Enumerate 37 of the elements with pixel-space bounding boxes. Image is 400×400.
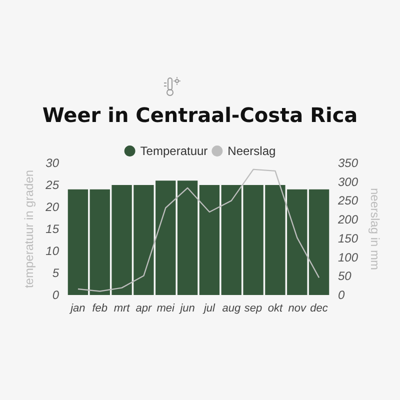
- x-tick-label: feb: [92, 302, 108, 314]
- x-tick-label: aug: [222, 302, 242, 314]
- y-tick-label: 30: [46, 156, 60, 170]
- bar: [68, 189, 88, 295]
- y-tick-label: 15: [46, 222, 60, 236]
- x-tick-label: okt: [268, 302, 284, 314]
- x-tick-label: jul: [202, 302, 216, 314]
- line-series: [77, 168, 320, 292]
- y-tick-label: 25: [44, 178, 60, 192]
- y-tick-label: 20: [44, 200, 60, 214]
- y-tick-label: 5: [52, 266, 60, 280]
- y2-tick-label: 300: [338, 174, 358, 189]
- legend-label: Temperatuur: [140, 144, 208, 158]
- x-tick-label: nov: [288, 302, 308, 314]
- y2-tick-label: 100: [338, 250, 358, 264]
- legend-label: Neerslag: [228, 144, 276, 158]
- chart-title: Weer in Centraal-Costa Rica: [42, 103, 358, 127]
- x-tick-label: mrt: [114, 302, 131, 314]
- y-tick-label: 10: [46, 244, 60, 258]
- y2-tick-label: 150: [338, 231, 358, 246]
- y2-tick-label: 250: [337, 194, 358, 208]
- y2-axis-title: neerslag in mm: [368, 188, 382, 270]
- x-tick-label: jan: [68, 302, 86, 314]
- x-tick-label: dec: [310, 302, 328, 314]
- y2-tick-label: 0: [338, 288, 345, 302]
- bar: [199, 185, 220, 295]
- y2-tick-label: 200: [337, 212, 358, 227]
- x-tick-label: sep: [244, 302, 262, 314]
- y-tick-label: 0: [52, 288, 60, 302]
- x-tick-label: mei: [156, 302, 176, 314]
- bar: [177, 180, 198, 295]
- x-tick-label: jun: [178, 302, 195, 314]
- y2-tick-label: 350: [338, 156, 358, 170]
- y2-tick-label: 50: [338, 269, 352, 284]
- y-axis-title: temperatuur in graden: [22, 170, 36, 288]
- x-tick-label: apr: [136, 302, 153, 314]
- bar: [308, 189, 330, 295]
